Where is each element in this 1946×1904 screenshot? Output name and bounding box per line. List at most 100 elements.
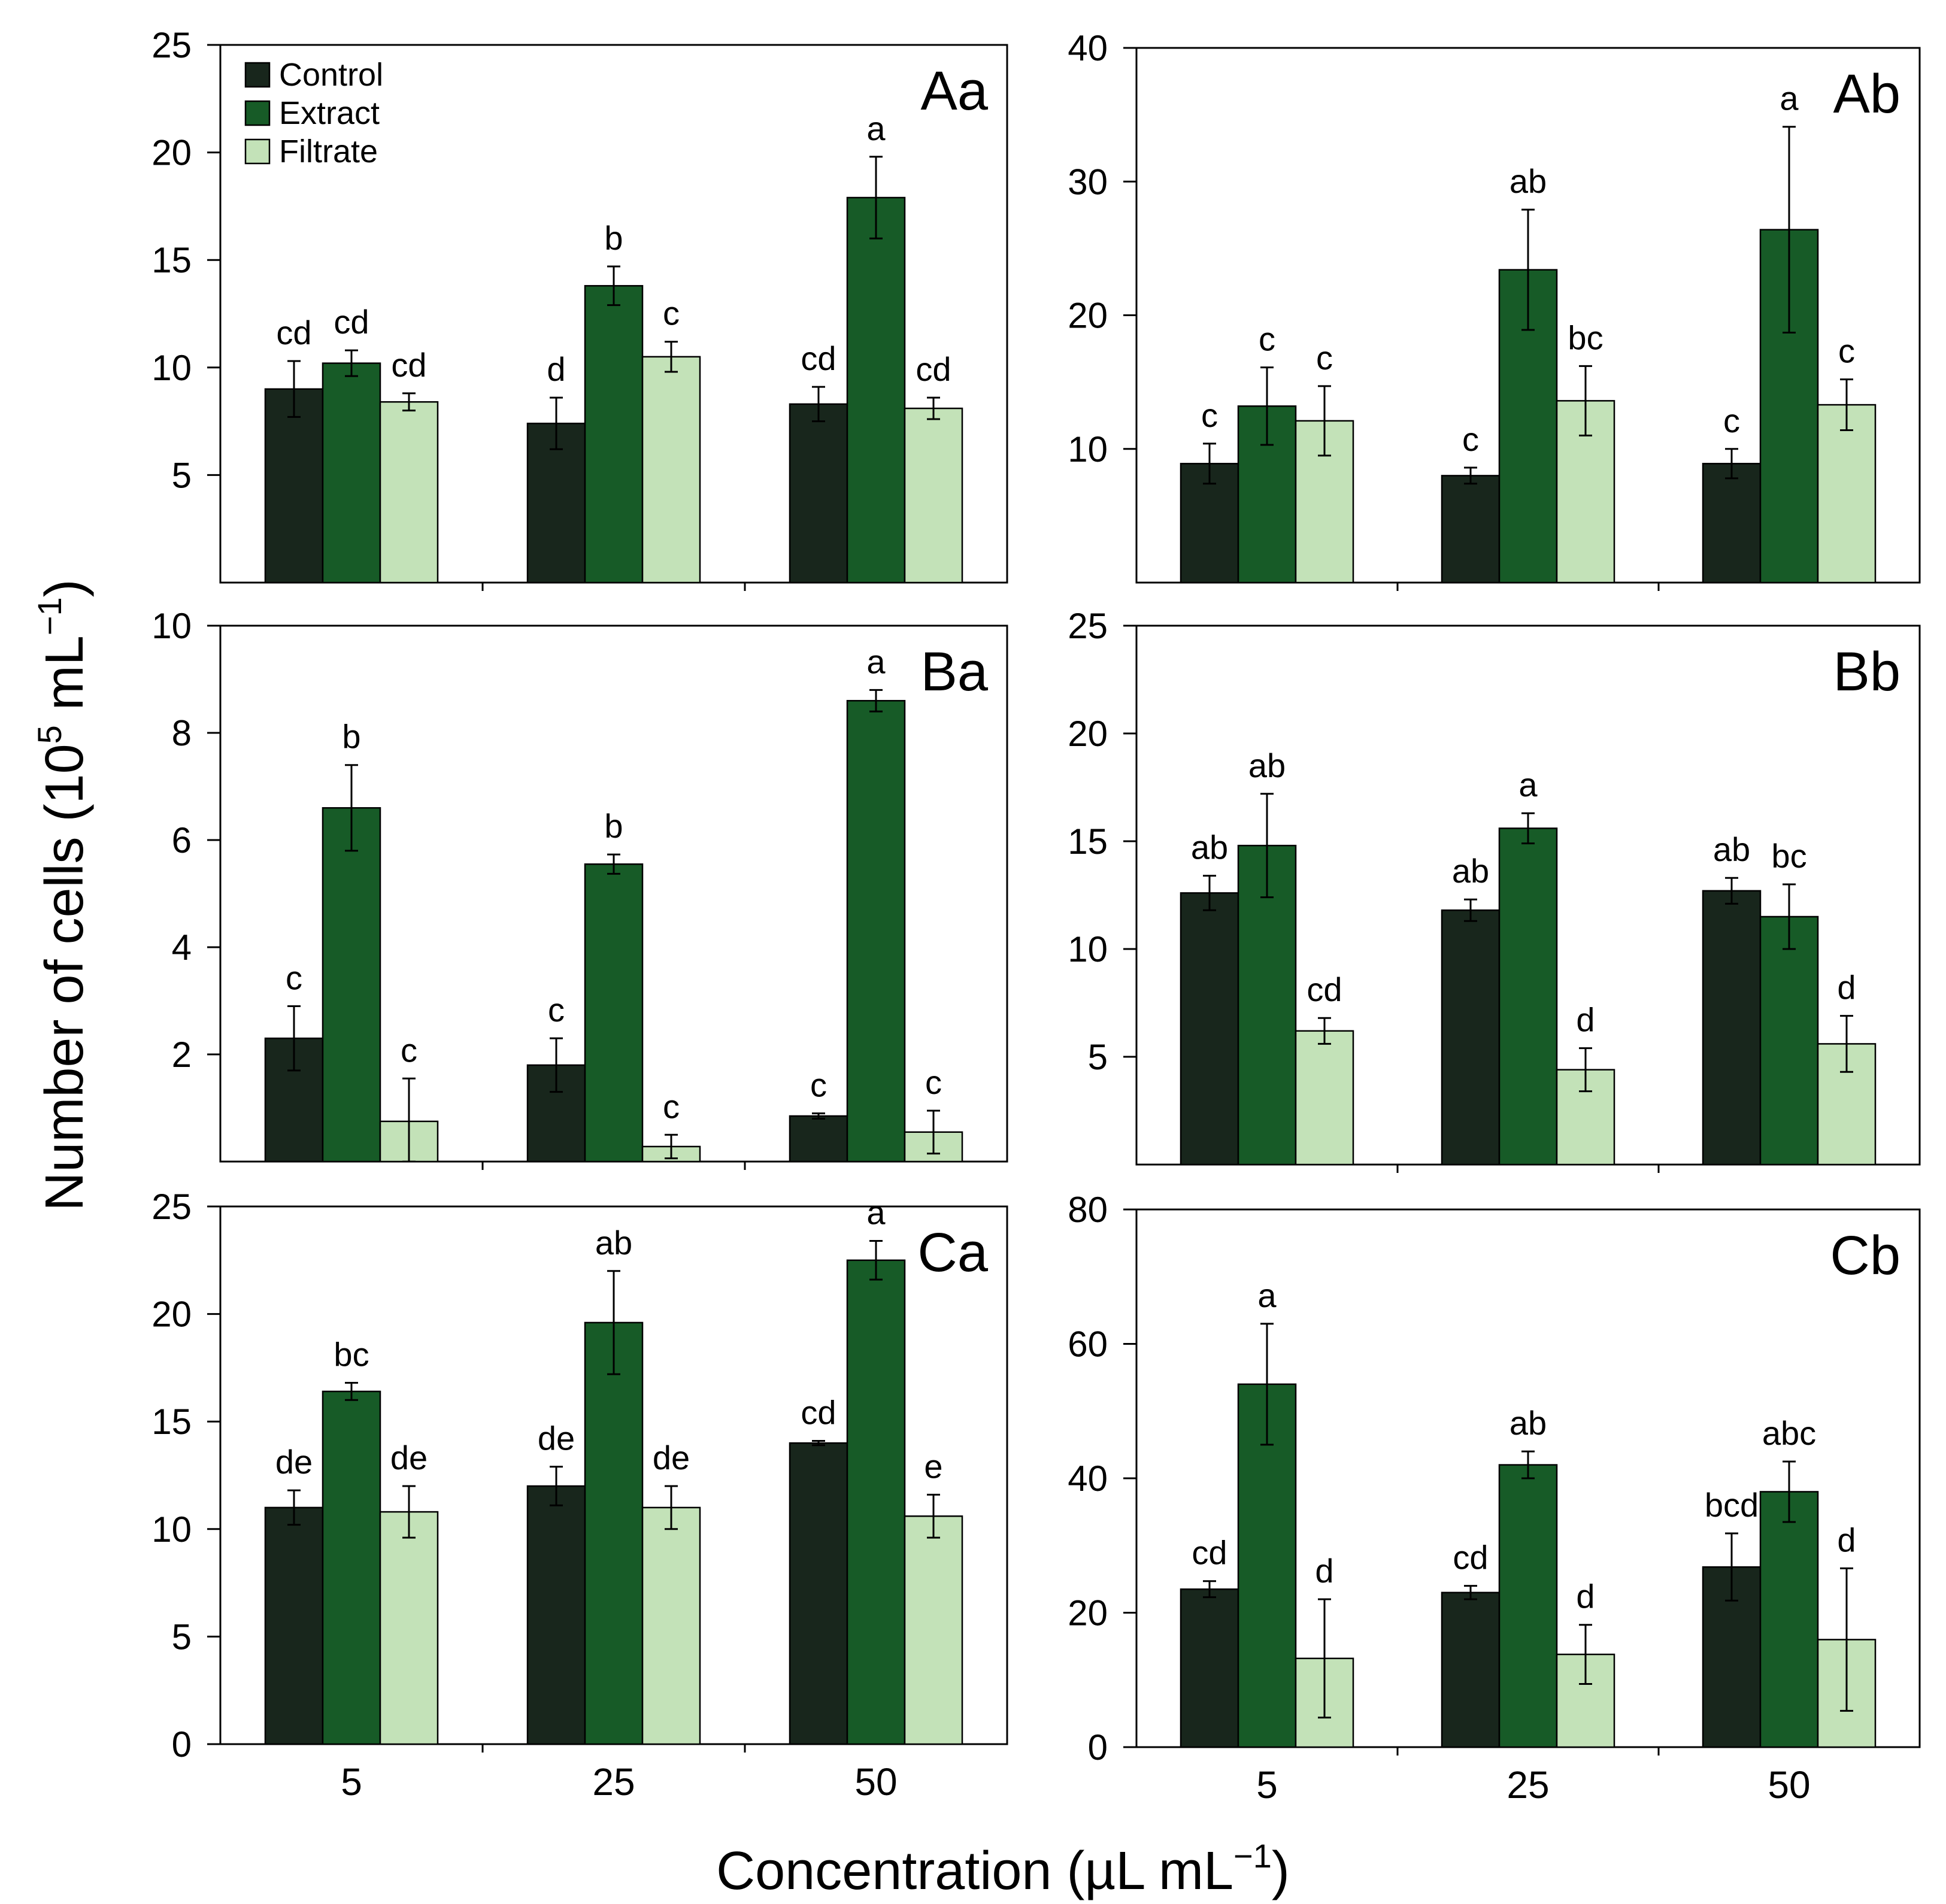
panel-cb-bar-filtrate-50-letter: d bbox=[1837, 1521, 1856, 1559]
panel-bb-label: Bb bbox=[1833, 641, 1900, 702]
panel-bb-bar-extract-25-letter: a bbox=[1518, 766, 1538, 804]
panel-cb-ytick-label-0: 0 bbox=[1088, 1727, 1108, 1767]
panel-cb-xtick-label-5: 5 bbox=[1256, 1763, 1278, 1806]
panel-cb-ytick-label-60: 60 bbox=[1068, 1324, 1108, 1365]
panel-aa-bar-filtrate-50-letter: cd bbox=[916, 350, 951, 388]
panel-ca-bar-control-5-letter: de bbox=[275, 1443, 313, 1481]
panel-aa-bar-control-5-letter: cd bbox=[276, 314, 311, 351]
panel-ab-bar-extract-50-letter: a bbox=[1780, 80, 1799, 117]
panel-aa-ytick-label-20: 20 bbox=[151, 133, 192, 173]
panel-ca-bar-filtrate-25 bbox=[641, 1506, 701, 1745]
panel-ab-ytick-label-30: 30 bbox=[1068, 162, 1108, 202]
panel-bb-bar-extract-25 bbox=[1498, 827, 1558, 1166]
panel-ca-bar-filtrate-50 bbox=[904, 1515, 963, 1745]
panel-cb-bar-extract-50 bbox=[1759, 1491, 1819, 1748]
panel-aa-ytick-label-5: 5 bbox=[172, 455, 192, 495]
panel-aa-bar-control-50-letter: cd bbox=[801, 339, 836, 377]
panel-ba: 2 4 6 8 10 c b c c b c c a c Ba bbox=[151, 606, 1008, 1170]
panel-ab-ytick-label-20: 20 bbox=[1068, 296, 1108, 336]
panel-ba-bar-extract-25-letter: b bbox=[604, 807, 623, 845]
panel-ab-bar-control-25 bbox=[1441, 475, 1501, 584]
panel-ba-ytick-label-2: 2 bbox=[172, 1035, 192, 1075]
panel-ca-bar-extract-5 bbox=[322, 1390, 381, 1745]
panel-ba-bar-control-50 bbox=[789, 1115, 848, 1163]
panel-aa-bar-filtrate-25 bbox=[641, 356, 701, 584]
panel-ab-bar-filtrate-5-letter: c bbox=[1316, 339, 1333, 377]
panel-cb-ytick-label-20: 20 bbox=[1068, 1593, 1108, 1633]
panel-ca-bar-filtrate-5 bbox=[379, 1511, 439, 1745]
panel-ab-bar-extract-5-letter: c bbox=[1259, 320, 1275, 358]
panel-ba-bar-filtrate-50-letter: c bbox=[925, 1063, 942, 1101]
panel-cb-ytick-label-40: 40 bbox=[1068, 1459, 1108, 1499]
panel-ca: 0 5 10 15 20 25 de bc de 5 de ab de 25 cd a e 50 Ca bbox=[151, 1187, 1008, 1803]
panel-ab-bar-filtrate-50 bbox=[1817, 404, 1877, 584]
panel-aa-bar-control-50 bbox=[789, 403, 848, 584]
panel-ba-ytick-label-10: 10 bbox=[151, 606, 192, 646]
panel-ca-ytick-label-25: 25 bbox=[151, 1187, 192, 1227]
panel-ca-bar-extract-50 bbox=[846, 1259, 906, 1745]
panel-cb-bar-control-5-letter: cd bbox=[1192, 1534, 1227, 1572]
panel-bb-ytick-label-10: 10 bbox=[1068, 929, 1108, 969]
panel-ca-ytick-label-20: 20 bbox=[151, 1294, 192, 1335]
panel-ca-bar-extract-25 bbox=[584, 1321, 644, 1745]
panel-ca-bar-extract-5-letter: bc bbox=[334, 1336, 369, 1374]
panel-ba-ytick-label-4: 4 bbox=[172, 927, 192, 968]
panel-cb-bar-extract-25 bbox=[1498, 1464, 1558, 1748]
y-axis-title-main: Number of cells (10 bbox=[35, 744, 95, 1211]
panel-ca-xtick-label-50: 50 bbox=[854, 1760, 897, 1803]
panel-ca-bar-filtrate-5-letter: de bbox=[390, 1439, 428, 1476]
legend-swatch-extract bbox=[244, 100, 271, 126]
legend-swatch-control bbox=[244, 62, 271, 88]
panel-bb-bar-control-5 bbox=[1180, 892, 1239, 1166]
panel-cb-bar-filtrate-5-letter: d bbox=[1315, 1552, 1333, 1590]
panel-ca-ytick-label-5: 5 bbox=[172, 1617, 192, 1657]
panel-aa-bar-extract-50-letter: a bbox=[866, 110, 886, 147]
panel-ba-ytick-label-8: 8 bbox=[172, 713, 192, 753]
panel-ba-bar-control-25-letter: c bbox=[548, 991, 565, 1029]
panel-ca-bar-control-25 bbox=[526, 1485, 586, 1745]
panel-ba-bar-extract-50-letter: a bbox=[866, 642, 886, 680]
x-axis-title-main: Concentration (µL mL bbox=[716, 1841, 1233, 1901]
panel-bb-ytick-label-5: 5 bbox=[1088, 1037, 1108, 1077]
x-axis-title-sup: −1 bbox=[1233, 1837, 1272, 1875]
panel-aa-bar-extract-5 bbox=[322, 362, 381, 584]
y-axis-title-close: ) bbox=[35, 579, 95, 597]
panel-cb-bar-control-25 bbox=[1441, 1591, 1501, 1748]
x-axis-title: Concentration (µL mL−1) bbox=[716, 1837, 1290, 1901]
legend-label-filtrate: Filtrate bbox=[279, 134, 378, 169]
panel-cb-bar-extract-50-letter: abc bbox=[1762, 1414, 1816, 1452]
panel-aa-ytick-label-10: 10 bbox=[151, 348, 192, 388]
panel-bb-bar-control-50 bbox=[1702, 890, 1762, 1166]
panel-cb-bar-filtrate-25-letter: d bbox=[1576, 1578, 1595, 1615]
panel-ba-bar-extract-5 bbox=[322, 807, 381, 1163]
panel-ab-bar-control-50 bbox=[1702, 463, 1762, 584]
panel-aa-bar-filtrate-50 bbox=[904, 407, 963, 584]
panel-ca-bar-control-25-letter: de bbox=[538, 1420, 575, 1457]
panel-bb-bar-extract-5-letter: ab bbox=[1248, 747, 1286, 784]
panel-aa-bar-extract-25-letter: b bbox=[604, 219, 623, 257]
panel-cb-bar-extract-25-letter: ab bbox=[1509, 1404, 1547, 1442]
panel-bb-bar-control-25 bbox=[1441, 909, 1501, 1166]
panel-cb-xtick-label-25: 25 bbox=[1507, 1763, 1549, 1806]
panel-bb-ytick-label-25: 25 bbox=[1068, 606, 1108, 646]
panel-ca-bar-filtrate-50-letter: e bbox=[924, 1447, 942, 1485]
panel-cb-xtick-label-50: 50 bbox=[1768, 1763, 1810, 1806]
panel-ca-xtick-label-25: 25 bbox=[592, 1760, 635, 1803]
y-axis-title: Number of cells (105 mL−1) bbox=[31, 579, 95, 1211]
x-axis-title-close: ) bbox=[1272, 1841, 1290, 1901]
panel-ca-bar-control-50 bbox=[789, 1442, 848, 1745]
panel-aa-bar-extract-50 bbox=[846, 196, 906, 584]
panel-aa-bar-control-5 bbox=[264, 388, 324, 584]
panel-bb-bar-filtrate-5-letter: cd bbox=[1307, 971, 1342, 1008]
panel-ca-bar-filtrate-25-letter: de bbox=[653, 1439, 690, 1476]
panel-ba-bar-control-50-letter: c bbox=[810, 1066, 827, 1103]
panel-ca-bar-extract-25-letter: ab bbox=[595, 1224, 632, 1262]
y-axis-title-unit: mL bbox=[35, 635, 95, 725]
panel-cb-bar-extract-5-letter: a bbox=[1257, 1277, 1277, 1314]
panel-bb-bar-control-25-letter: ab bbox=[1452, 852, 1489, 890]
panel-aa-bar-extract-5-letter: cd bbox=[334, 303, 369, 341]
panel-cb-bar-control-50-letter: bcd bbox=[1705, 1486, 1759, 1524]
